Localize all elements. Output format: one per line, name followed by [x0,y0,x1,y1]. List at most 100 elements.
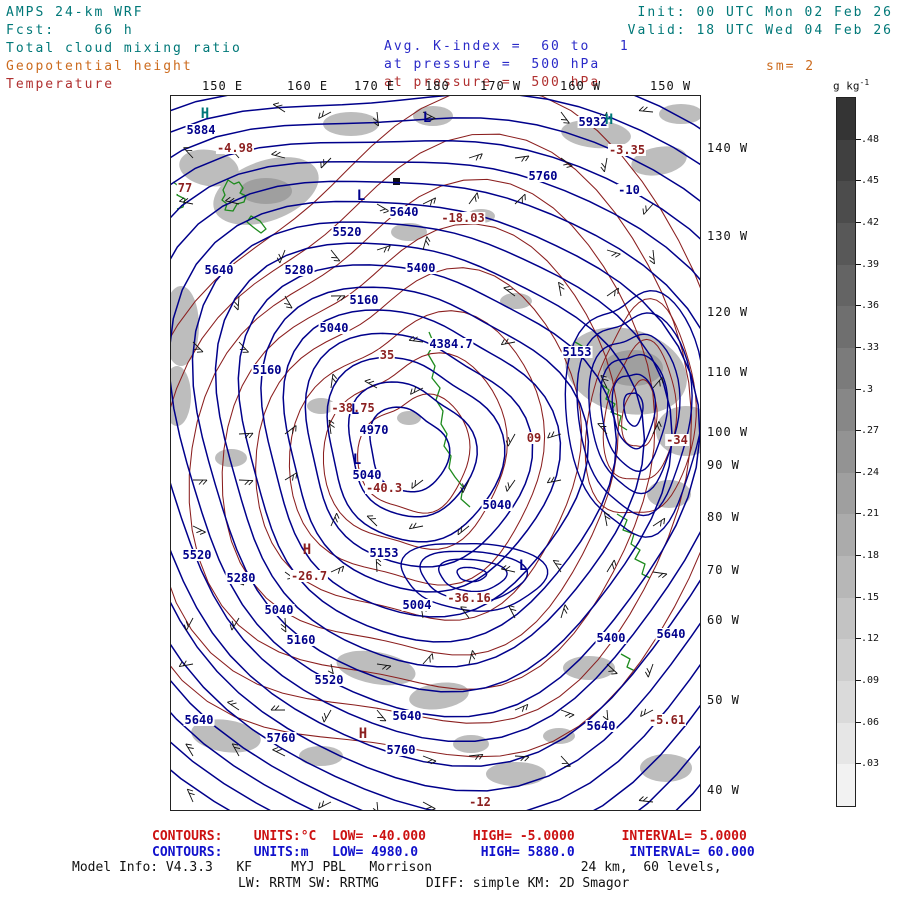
colorbar-tick [856,263,861,265]
pressure-center-marker: H [302,542,312,558]
contour-label: 5280 [225,571,257,585]
colorbar-segment [837,431,855,473]
colorbar-tick-label: .21 [861,508,880,520]
top-axis-label: 170 W [480,79,522,93]
right-axis-label: 110 W [707,365,749,379]
field-temperature: Temperature [6,77,115,92]
colorbar-segment [837,514,855,557]
contour-label: 4970 [358,423,390,437]
colorbar [836,97,856,807]
valid-time: Valid: 18 UTC Wed 04 Feb 26 [627,23,893,38]
contour-label: 5884 [185,123,217,137]
contour-label: 5400 [405,261,437,275]
contour-label: 09 [525,431,543,445]
pressure-center-marker: H [358,726,368,742]
contour-label: 5640 [585,719,617,733]
top-axis-label: 160 E [287,79,329,93]
contour-label: 5153 [561,345,593,359]
colorbar-tick-label: .39 [861,258,880,270]
colorbar-segment [837,222,855,265]
smoothing-info: sm= 2 [766,59,816,74]
colorbar-tick [856,763,861,765]
contour-label: -5.61 [647,713,687,727]
colorbar-tick-label: .06 [861,716,880,728]
colorbar-tick-label: .45 [861,175,880,187]
pressure-center-marker: H [200,106,210,122]
colorbar-tick-label: .48 [861,133,880,145]
colorbar-segment [837,181,855,223]
contour-label: -12 [468,795,492,809]
right-axis-label: 60 W [707,613,740,627]
pressure-center-marker: L [518,558,528,574]
right-axis-label: 90 W [707,458,740,472]
contour-label: -3.35 [607,143,647,157]
map-frame: 5884 5932 5760 5640 5520 5400 5280 5640 5160 5040… [170,95,701,811]
colorbar-segment [837,722,855,765]
contour-label: 5160 [251,363,283,377]
contour-label: 5520 [181,548,213,562]
colorbar-tick-label: .09 [861,675,880,687]
right-axis-label: 70 W [707,563,740,577]
contour-label: 4384.7 [428,337,474,351]
contour-label: 5280 [283,263,315,277]
colorbar-tick [856,221,861,223]
contour-label: 5040 [318,321,350,335]
contour-label: 5760 [385,743,417,757]
colorbar-segment [837,264,855,307]
contour-label: 5640 [203,263,235,277]
colorbar-tick-label: .24 [861,466,880,478]
right-axis-label: 120 W [707,305,749,319]
colorbar-tick-label: .36 [861,300,880,312]
top-axis-label: 180 [425,79,450,93]
colorbar-segment [837,680,855,723]
contour-label: 5004 [401,598,433,612]
model-name: AMPS 24-km WRF [6,5,144,20]
contour-label: 5640 [655,627,687,641]
colorbar-tick [856,388,861,390]
contour-map-svg [171,96,700,810]
contour-label: 5520 [331,225,363,239]
contour-label: 5040 [351,468,383,482]
field-geopotential-height: Geopotential height [6,59,193,74]
colorbar-segment [837,597,855,640]
forecast-hour: Fcst: 66 h [6,23,134,38]
colorbar-tick [856,346,861,348]
colorbar-tick [856,680,861,682]
field-cloud-mixing-ratio: Total cloud mixing ratio [6,41,242,56]
colorbar-tick-label: .3 [861,383,874,395]
colorbar-segment [837,139,855,182]
contour-label: 5400 [595,631,627,645]
contour-label: 5760 [527,169,559,183]
colorbar-segment [837,764,855,806]
contour-label: 77 [176,181,194,195]
contour-label: 5160 [285,633,317,647]
colorbar-tick [856,180,861,182]
contour-labels-layer: 5884 5932 5760 5640 5520 5400 5280 5640 5160 5040… [171,96,700,810]
pressure-center-marker: L [350,402,360,418]
contour-label: -40.3 [364,481,404,495]
colorbar-tick-label: .15 [861,591,880,603]
physics-info: LW: RRTM SW: RRTMG DIFF: simple KM: 2D S… [238,876,630,891]
colorbar-segment [837,98,855,140]
contour-label: -18.03 [440,211,486,225]
colorbar-segments [837,98,855,806]
height-contour-info: CONTOURS: UNITS:m LOW= 4980.0 HIGH= 5880… [152,845,755,860]
pressure-center-marker: L [422,110,432,126]
contour-label: 5153 [368,546,400,560]
colorbar-tick [856,721,861,723]
contour-label: -34 [665,433,689,447]
colorbar-title: g kg-1 [833,78,869,93]
contour-label: -10 [617,183,641,197]
top-axis-label: 150 W [650,79,692,93]
colorbar-tick [856,305,861,307]
contour-label: 5040 [481,498,513,512]
top-axis-label: 170 E [354,79,396,93]
colorbar-tick [856,596,861,598]
temp-contour-info: CONTOURS: UNITS:°C LOW= -40.000 HIGH= -5… [152,829,747,844]
contour-label: 5640 [391,709,423,723]
top-axis-label: 150 E [202,79,244,93]
pressure-level-red: at pressure = 500 hPa [384,75,601,90]
right-axis-label: 40 W [707,783,740,797]
colorbar-segment [837,472,855,515]
